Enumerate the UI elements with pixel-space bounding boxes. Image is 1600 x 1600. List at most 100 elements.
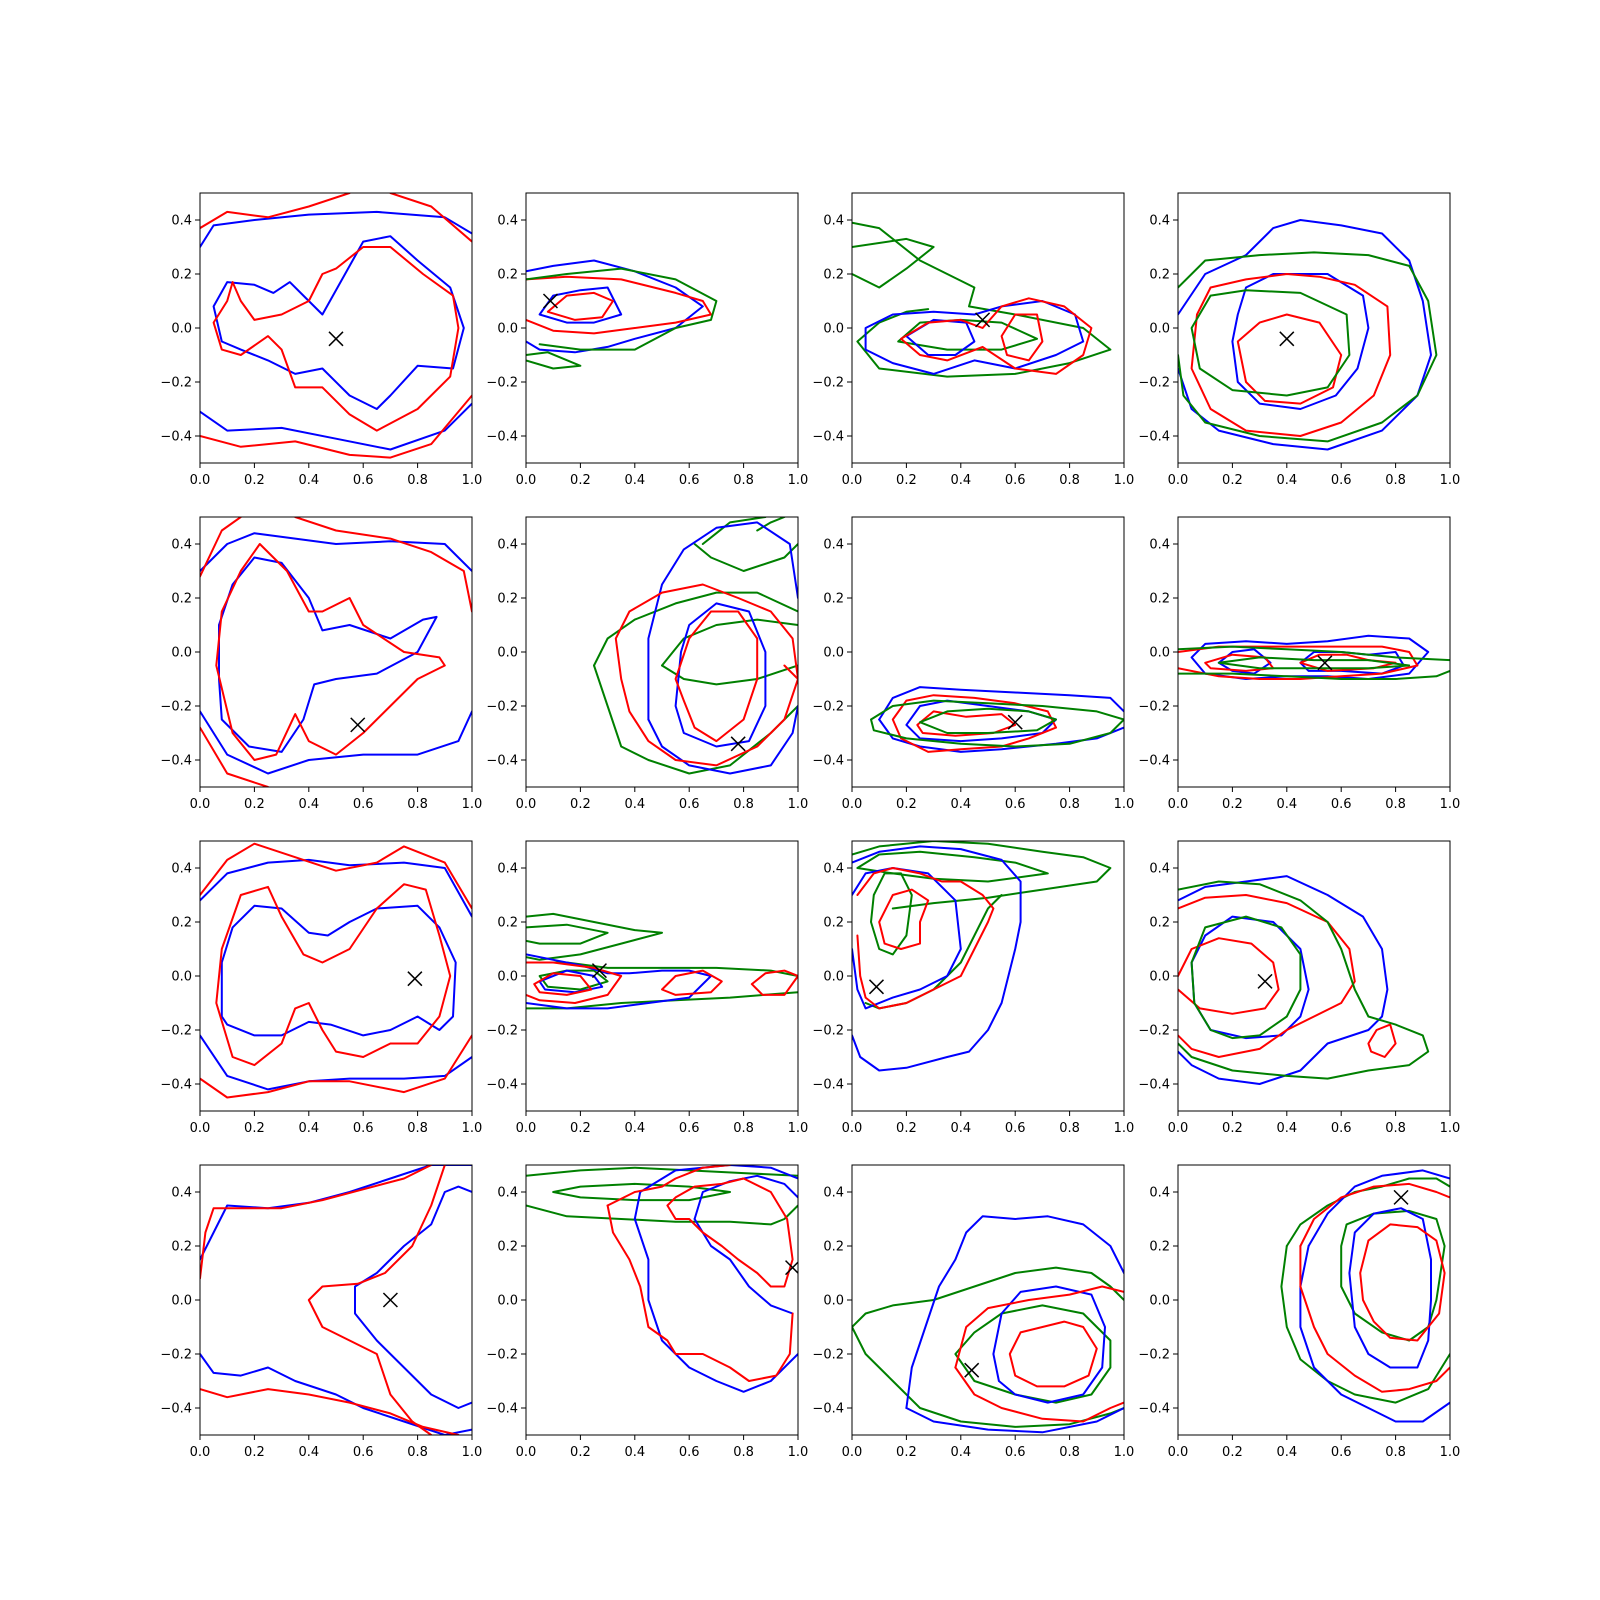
x-tick-label: 0.8 xyxy=(1385,797,1406,812)
x-tick-label: 0.6 xyxy=(1331,473,1352,488)
x-tick-label: 0.6 xyxy=(679,1121,700,1136)
marker-x xyxy=(730,736,746,752)
contour-green-7 xyxy=(1190,915,1302,1040)
x-tick-label: 0.0 xyxy=(1168,1121,1189,1136)
x-tick-label: 0.2 xyxy=(1222,1121,1243,1136)
x-tick-label: 0.2 xyxy=(244,1445,265,1460)
y-tick-label: −0.2 xyxy=(160,1348,192,1363)
x-tick-label: 0.6 xyxy=(353,473,374,488)
x-tick-label: 0.4 xyxy=(950,1121,971,1136)
y-tick-label: 0.0 xyxy=(1149,646,1170,661)
x-tick-label: 0.6 xyxy=(679,473,700,488)
subplot-7: 0.0 0.2 0.4 0.6 0.8 1.0 −0.4 −0.2 0.0 0.2 0.4 xyxy=(812,516,1134,812)
contour-green-1 xyxy=(526,912,663,961)
axes-frame xyxy=(1177,192,1451,464)
x-tick-label: 0.0 xyxy=(190,1121,211,1136)
x-tick-label: 1.0 xyxy=(1440,1121,1461,1136)
x-tick-label: 0.0 xyxy=(516,473,537,488)
y-tick-label: −0.2 xyxy=(1138,700,1170,715)
x-tick-label: 1.0 xyxy=(788,1445,809,1460)
y-tick-label: 0.4 xyxy=(1149,214,1170,229)
contour-blue-6 xyxy=(852,867,962,1010)
contour-blue-2 xyxy=(200,1034,472,1091)
y-tick-label: 0.4 xyxy=(1149,1186,1170,1201)
contour-red-5 xyxy=(200,1034,472,1099)
contour-blue-3 xyxy=(212,235,465,410)
y-tick-label: 0.4 xyxy=(171,214,192,229)
x-tick-label: 0.6 xyxy=(353,797,374,812)
contour-green-4 xyxy=(593,591,798,667)
contour-red-3 xyxy=(1178,894,1356,1058)
x-tick-label: 0.2 xyxy=(1222,1445,1243,1460)
contour-green-2 xyxy=(693,543,798,572)
axes-frame xyxy=(1177,1164,1451,1436)
marker-x xyxy=(350,717,366,733)
contour-blue-5 xyxy=(852,845,1022,1072)
subplot-14: 0.0 0.2 0.4 0.6 0.8 1.0 −0.4 −0.2 0.0 0.2 0.4 xyxy=(486,1164,809,1460)
marker-x xyxy=(407,971,423,987)
subplot-1: 0.0 0.2 0.4 0.6 0.8 1.0 −0.4 −0.2 0.0 0.2 0.4 xyxy=(160,192,482,488)
y-tick-label: −0.4 xyxy=(160,1078,192,1093)
x-tick-label: 0.4 xyxy=(1276,797,1297,812)
contour-red-6 xyxy=(900,297,1093,375)
x-tick-label: 1.0 xyxy=(788,1121,809,1136)
contour-group xyxy=(852,221,1112,378)
contour-red-7 xyxy=(1000,313,1044,362)
contour-red-6 xyxy=(215,883,452,1067)
y-tick-label: −0.4 xyxy=(1138,1402,1170,1417)
contour-blue-3 xyxy=(905,699,1057,743)
y-tick-label: 0.2 xyxy=(171,592,192,607)
contour-red-4 xyxy=(1178,937,1280,1015)
axes-frame xyxy=(525,1164,799,1436)
x-tick-label: 0.4 xyxy=(298,1121,319,1136)
x-tick-label: 0.8 xyxy=(733,1121,754,1136)
y-tick-label: 0.0 xyxy=(1149,970,1170,985)
contour-green-5 xyxy=(526,267,718,351)
y-tick-label: −0.2 xyxy=(1138,1348,1170,1363)
marker-x xyxy=(868,979,885,995)
contour-blue-10 xyxy=(674,602,767,748)
x-tick-label: 1.0 xyxy=(788,797,809,812)
x-tick-label: 0.8 xyxy=(407,1121,428,1136)
contour-blue-2 xyxy=(1231,273,1370,410)
contour-group xyxy=(200,193,472,459)
y-tick-label: 0.2 xyxy=(823,592,844,607)
x-tick-label: 1.0 xyxy=(462,1121,483,1136)
subplot-6: 0.0 0.2 0.4 0.6 0.8 1.0 −0.4 −0.2 0.0 0.2 0.4 xyxy=(486,516,809,812)
subplot-3: 0.0 0.2 0.4 0.6 0.8 1.0 −0.4 −0.2 0.0 0.2 0.4 xyxy=(812,192,1134,488)
marker-x xyxy=(1393,1189,1409,1205)
y-tick-label: −0.4 xyxy=(1138,430,1170,445)
contour-red-7 xyxy=(856,867,995,1010)
y-tick-label: 0.0 xyxy=(497,1294,518,1309)
x-tick-label: 0.0 xyxy=(842,473,863,488)
y-tick-label: −0.4 xyxy=(812,1402,844,1417)
x-tick-label: 0.6 xyxy=(679,1445,700,1460)
y-tick-label: 0.0 xyxy=(171,1294,192,1309)
y-tick-label: −0.4 xyxy=(160,430,192,445)
contour-red-3 xyxy=(1190,273,1392,437)
x-tick-label: 0.6 xyxy=(1005,473,1026,488)
y-tick-label: −0.4 xyxy=(1138,1078,1170,1093)
y-tick-label: 0.0 xyxy=(823,970,844,985)
contour-red-4 xyxy=(891,694,1057,753)
marker-x xyxy=(785,1260,798,1276)
marker-x xyxy=(591,963,607,979)
x-tick-label: 0.4 xyxy=(298,1445,319,1460)
contour-red-7 xyxy=(212,246,460,432)
x-tick-label: 0.8 xyxy=(1059,1445,1080,1460)
contour-blue-9 xyxy=(647,705,798,775)
axes-frame xyxy=(525,840,799,1112)
contour-red-6 xyxy=(294,517,472,613)
x-tick-label: 0.2 xyxy=(244,797,265,812)
x-tick-label: 0.4 xyxy=(1276,1121,1297,1136)
x-tick-label: 0.8 xyxy=(407,797,428,812)
y-tick-label: 0.4 xyxy=(497,538,518,553)
x-tick-label: 1.0 xyxy=(1440,1445,1461,1460)
contour-green-2 xyxy=(852,237,935,289)
x-tick-label: 0.8 xyxy=(407,473,428,488)
marker-x xyxy=(964,1362,980,1378)
y-tick-label: 0.0 xyxy=(823,646,844,661)
x-tick-label: 0.0 xyxy=(516,1121,537,1136)
y-tick-label: −0.2 xyxy=(486,1348,518,1363)
contour-group xyxy=(526,259,718,370)
